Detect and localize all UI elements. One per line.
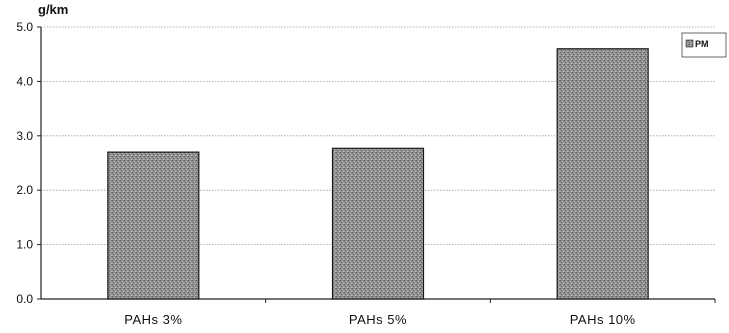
y-tick-labels: 0.0 1.0 2.0 3.0 4.0 5.0 <box>16 20 33 306</box>
y-axis-unit-label: g/km <box>38 2 68 17</box>
bar-pm-3 <box>556 48 649 300</box>
bar-pm-2 <box>331 147 425 300</box>
y-tick-label: 1.0 <box>16 238 33 252</box>
x-category-label: PAHs 5% <box>349 312 407 327</box>
y-tick-label: 0.0 <box>16 292 33 306</box>
legend-swatch-pm <box>685 39 694 48</box>
y-tick-label: 5.0 <box>16 20 33 34</box>
x-category-label: PAHs 3% <box>124 312 182 327</box>
y-tick-label: 3.0 <box>16 129 33 143</box>
y-tick-label: 4.0 <box>16 74 33 88</box>
x-category-labels: PAHs 3% PAHs 5% PAHs 10% <box>124 312 635 327</box>
legend: PM <box>681 32 727 58</box>
bar-pm-1 <box>107 151 200 300</box>
legend-label-pm: PM <box>695 39 709 49</box>
bars <box>107 48 649 300</box>
x-category-label: PAHs 10% <box>570 312 636 327</box>
y-tick-label: 2.0 <box>16 183 33 197</box>
